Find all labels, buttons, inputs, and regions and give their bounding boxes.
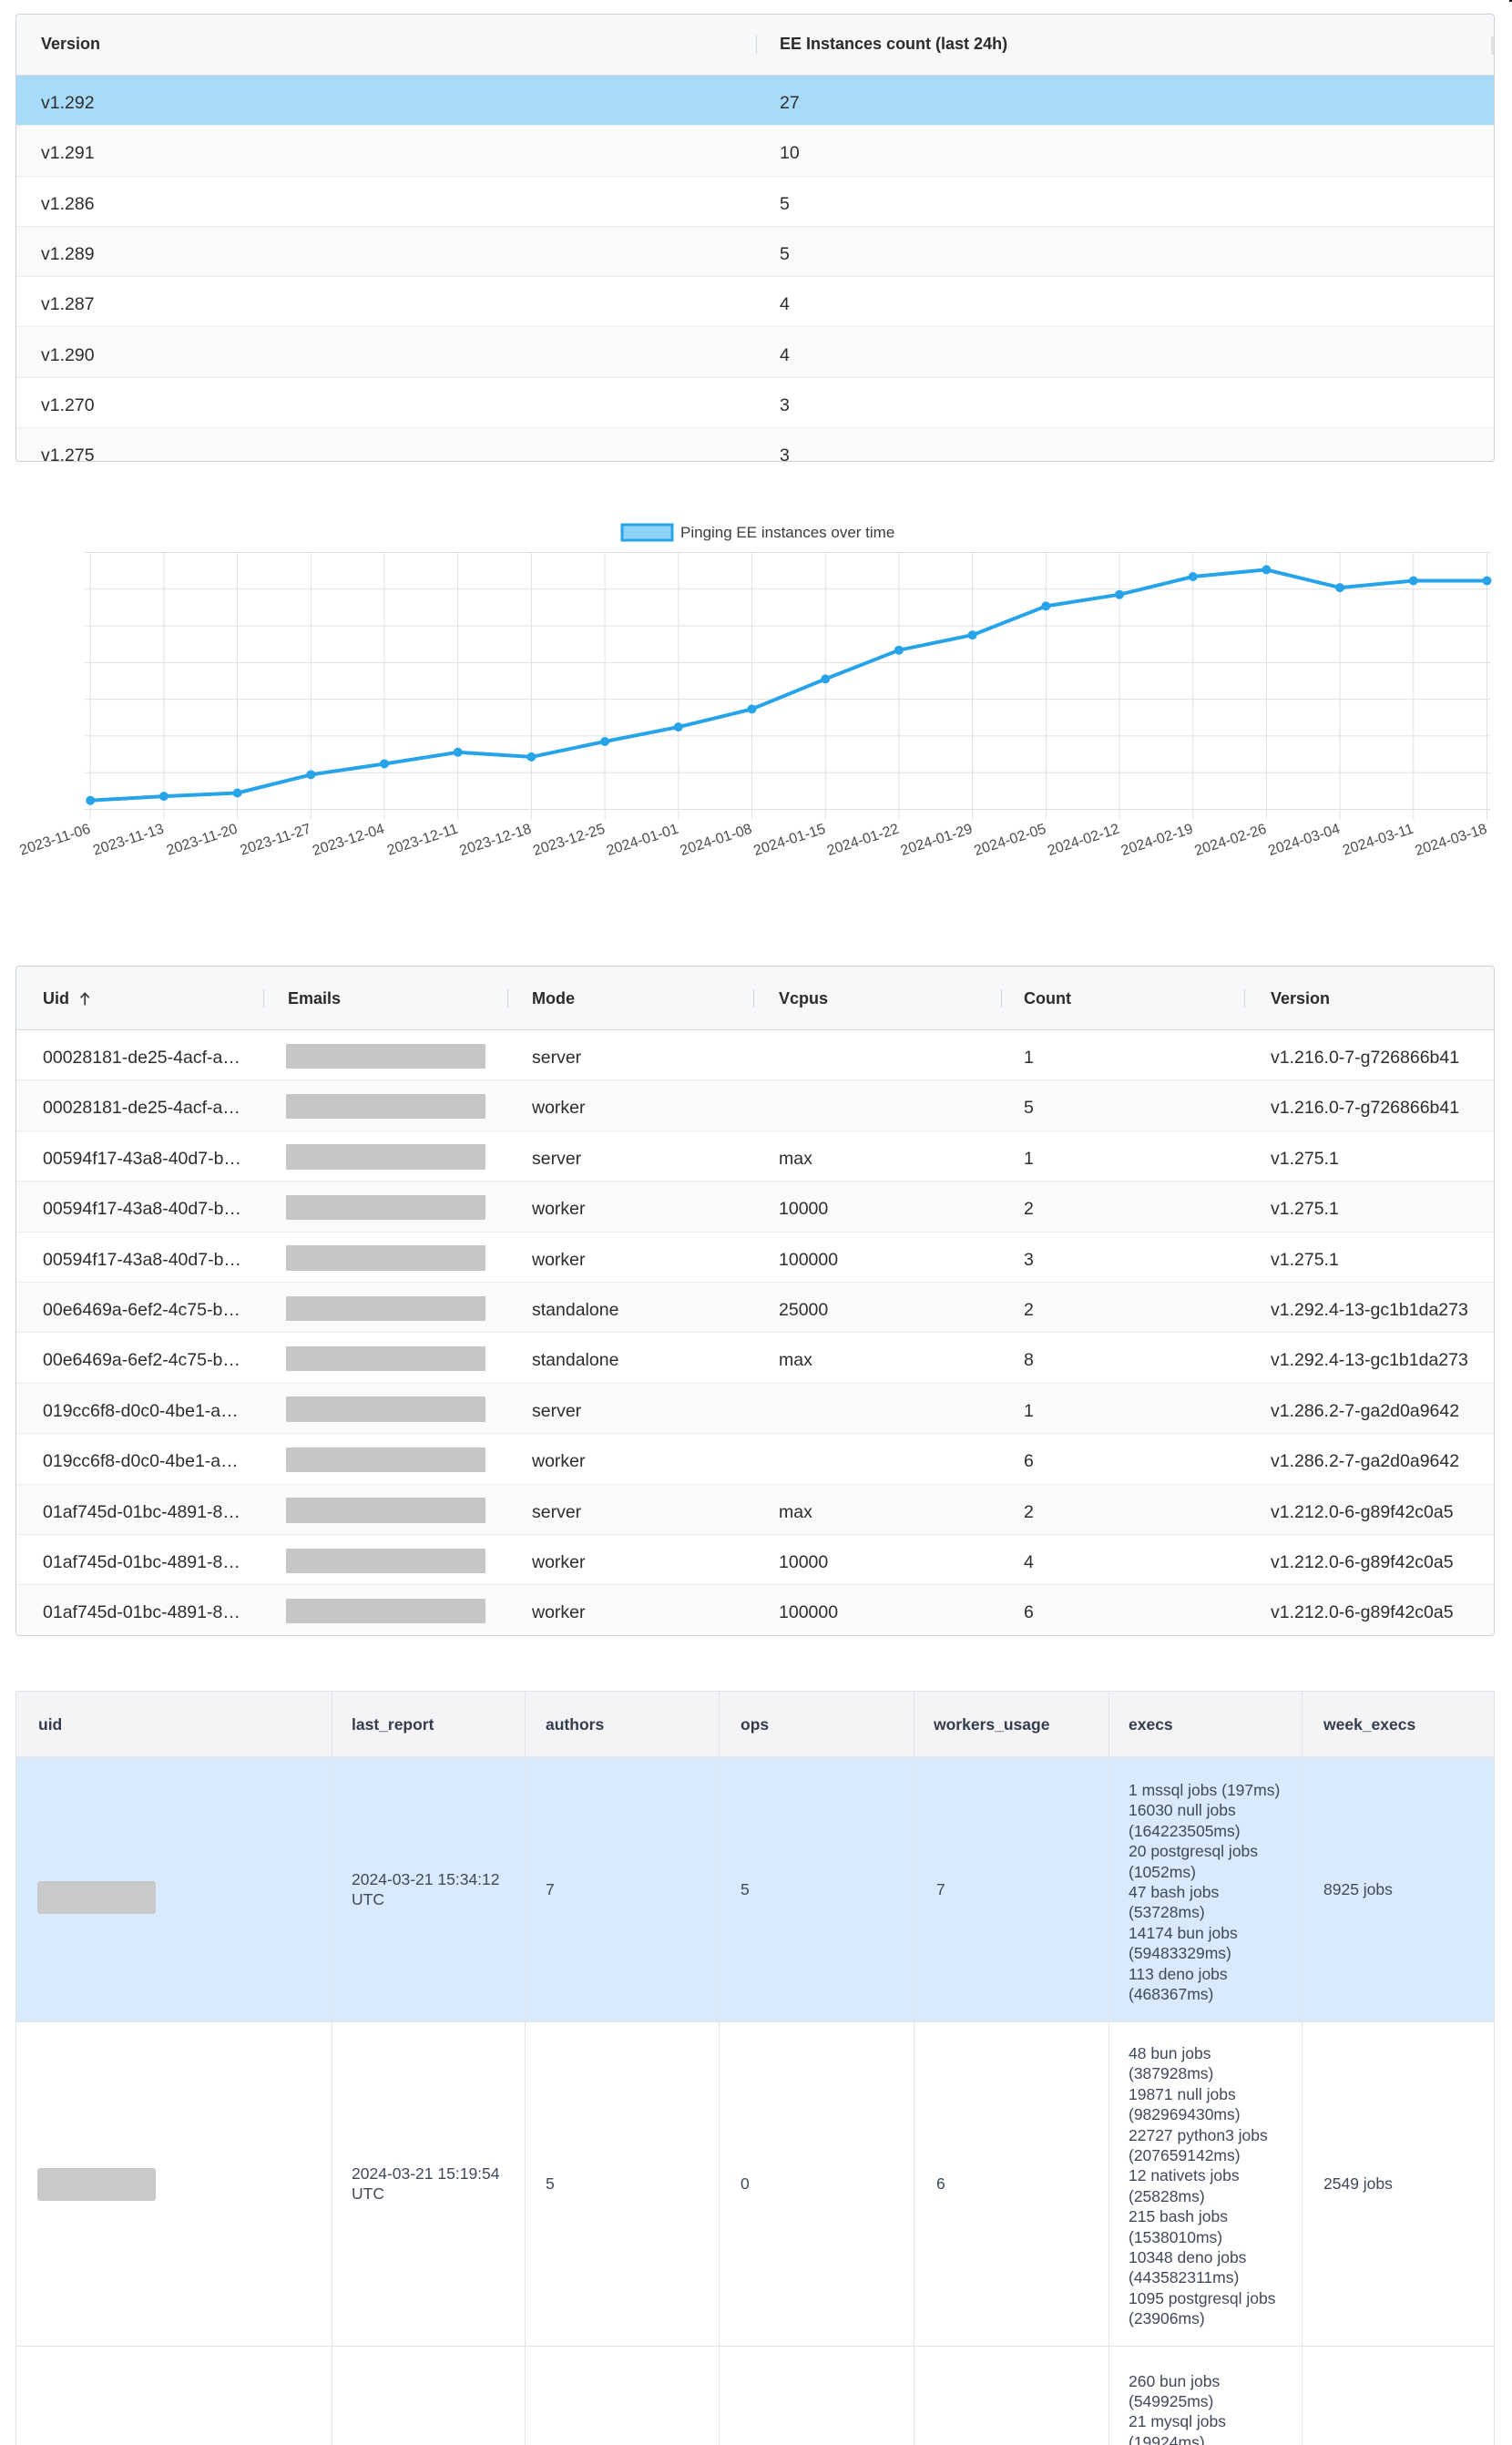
svg-text:2023-12-25: 2023-12-25 (531, 822, 607, 859)
svg-text:2024-01-22: 2024-01-22 (825, 822, 901, 859)
svg-text:2024-02-26: 2024-02-26 (1193, 822, 1269, 859)
svg-text:2024-02-05: 2024-02-05 (972, 822, 1047, 859)
svg-text:2023-11-06: 2023-11-06 (17, 822, 92, 859)
svg-text:2024-03-11: 2024-03-11 (1341, 822, 1415, 859)
svg-text:2023-11-20: 2023-11-20 (165, 822, 240, 859)
svg-text:2024-01-15: 2024-01-15 (751, 822, 827, 859)
svg-text:2024-01-29: 2024-01-29 (899, 822, 975, 859)
svg-text:2024-03-18: 2024-03-18 (1414, 822, 1489, 859)
svg-text:2023-11-27: 2023-11-27 (239, 822, 313, 859)
svg-text:2024-02-12: 2024-02-12 (1046, 822, 1121, 859)
svg-text:2024-03-04: 2024-03-04 (1266, 822, 1342, 859)
svg-text:2023-12-11: 2023-12-11 (385, 822, 460, 859)
svg-text:2024-02-19: 2024-02-19 (1119, 822, 1195, 859)
svg-text:2024-01-08: 2024-01-08 (679, 822, 754, 859)
svg-text:2023-12-18: 2023-12-18 (458, 822, 534, 859)
svg-text:2023-11-13: 2023-11-13 (91, 822, 166, 859)
svg-text:2024-01-01: 2024-01-01 (605, 822, 680, 859)
svg-text:2023-12-04: 2023-12-04 (311, 822, 386, 859)
svg-text:Pinging EE instances over time: Pinging EE instances over time (680, 524, 894, 541)
